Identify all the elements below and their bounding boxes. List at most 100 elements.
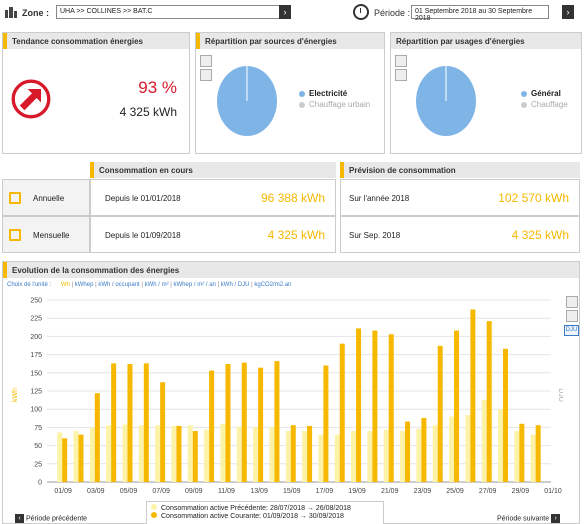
sources-title: Répartition par sources d'énergies (196, 33, 384, 49)
period-label: Période : (374, 8, 411, 18)
bar-previous (187, 425, 193, 482)
value-text: 102 570 kWh (498, 191, 569, 205)
bar-previous (351, 431, 357, 482)
value-text: 96 388 kWh (260, 191, 325, 205)
x-tick-label: 19/09 (348, 488, 366, 495)
export-icon[interactable] (395, 55, 407, 67)
bar-current (388, 334, 394, 482)
x-tick-label: 07/09 (152, 488, 170, 495)
since-text: Sur Sep. 2018 (349, 231, 401, 240)
legend-dot (299, 101, 305, 108)
bar-current (290, 425, 296, 482)
bar-previous (220, 423, 226, 482)
legend-dot (151, 504, 157, 510)
forecast-title: Prévision de consommation (340, 162, 580, 178)
export-icon[interactable] (200, 55, 212, 67)
x-tick-label: 15/09 (283, 488, 301, 495)
y-tick-label: 0 (38, 480, 42, 487)
legend-label: Chauffage (531, 100, 568, 109)
bar-current (503, 348, 509, 482)
x-tick-label: 09/09 (185, 488, 203, 495)
x-tick-label: 01/09 (54, 488, 72, 495)
x-tick-label: 25/09 (446, 488, 464, 495)
bar-previous (481, 399, 487, 482)
trend-panel: Tendance consommation énergies 93 % 4 32… (2, 32, 190, 154)
unit-link-kwhep[interactable]: kWhep (74, 282, 94, 288)
usages-title: Répartition par usages d'énergies (391, 33, 581, 49)
zone-field[interactable]: UHA >> COLLINES >> BAT.C (56, 5, 290, 19)
bar-previous (514, 431, 520, 482)
next-period-link[interactable]: Période suivante › (497, 514, 561, 523)
bar-current (160, 382, 166, 482)
bar-current (241, 362, 247, 482)
bar-previous (465, 415, 471, 482)
print-icon[interactable] (395, 69, 407, 81)
next-period-label: Période suivante (497, 515, 550, 523)
bar-previous (530, 434, 536, 482)
legend-item-chauffage-urbain: Chauffage urbain (299, 100, 370, 109)
period-field[interactable]: 01 Septembre 2018 au 30 Septembre 2018 (411, 5, 549, 22)
unit-link-kgco2[interactable]: kgCO2/m2.an (254, 282, 292, 288)
bar-previous (367, 431, 373, 482)
dju-button[interactable]: DJU (564, 325, 579, 336)
bar-current (78, 434, 84, 482)
period-go-button[interactable]: › (562, 5, 574, 19)
bar-current (372, 330, 378, 482)
x-tick-label: 03/09 (87, 488, 105, 495)
bar-current (209, 370, 215, 482)
trend-percent: 93 % (138, 78, 177, 97)
value-text: 4 325 kWh (267, 228, 325, 242)
bar-previous (171, 425, 177, 482)
print-icon[interactable] (200, 69, 212, 81)
evolution-chart: 0 25 50 75 100 125 150 175 200 225 250 kWh DJU 01/09 0… (12, 298, 563, 496)
calendar-icon (9, 192, 21, 204)
bar-current (127, 364, 133, 482)
sources-panel: Répartition par sources d'énergies Elect… (195, 32, 385, 154)
unit-link-wh[interactable]: Wh (60, 282, 70, 288)
bar-current (143, 363, 149, 482)
bar-current (62, 438, 68, 482)
unit-link-kwhep-m2-an[interactable]: kWhep / m² / an (173, 282, 216, 288)
bar-previous (302, 431, 308, 482)
bar-previous (122, 424, 128, 482)
unit-link-kwh-occupant[interactable]: kWh / occupant (98, 282, 140, 288)
bar-previous (432, 425, 438, 482)
bar-current (94, 393, 100, 482)
evolution-title: Evolution de la consommation des énergie… (3, 262, 579, 278)
row-label: Mensuelle (33, 231, 70, 240)
unit-link-kwh-m2[interactable]: kWh / m² (144, 282, 169, 288)
trend-up-arrow-icon (11, 79, 51, 119)
since-text: Depuis le 01/09/2018 (105, 231, 181, 240)
forecast-monthly-cell: Sur Sep. 2018 4 325 kWh (340, 216, 580, 253)
x-tick-label: 13/09 (250, 488, 268, 495)
bar-current (176, 425, 182, 482)
bar-previous (449, 416, 455, 482)
forecast-annual-cell: Sur l'année 2018 102 570 kWh (340, 179, 580, 216)
bar-previous (383, 429, 389, 482)
legend-dot (151, 512, 157, 518)
row-annuelle: Annuelle (2, 179, 90, 216)
evolution-panel: Evolution de la consommation des énergie… (2, 261, 580, 524)
x-tick-label: 11/09 (218, 488, 235, 495)
bar-current (486, 321, 492, 482)
zone-label: Zone : (22, 8, 49, 18)
current-title: Consommation en cours (90, 162, 336, 178)
unit-chooser: Choix de l'unité : Wh | kWhep | kWh / oc… (7, 282, 292, 288)
row-label: Annuelle (33, 194, 65, 203)
bar-previous (138, 425, 144, 482)
export-icon[interactable] (566, 310, 578, 322)
zone-go-button[interactable]: › (279, 5, 291, 19)
calendar-icon (9, 229, 21, 241)
bar-current (307, 425, 313, 482)
unit-link-kwh-dju[interactable]: kWh / DJU (220, 282, 250, 288)
current-monthly-cell: Depuis le 01/09/2018 4 325 kWh (90, 216, 336, 253)
arrow-right-icon: › (551, 514, 561, 523)
bar-current (421, 417, 427, 482)
bar-previous (155, 425, 161, 482)
prev-period-link[interactable]: ‹ Période précédente (15, 514, 87, 523)
current-annual-cell: Depuis le 01/01/2018 96 388 kWh (90, 179, 336, 216)
x-tick-label: 01/10 (544, 488, 562, 495)
print-icon[interactable] (566, 296, 578, 308)
bar-previous (285, 431, 291, 482)
y-tick-label: 100 (30, 407, 42, 414)
